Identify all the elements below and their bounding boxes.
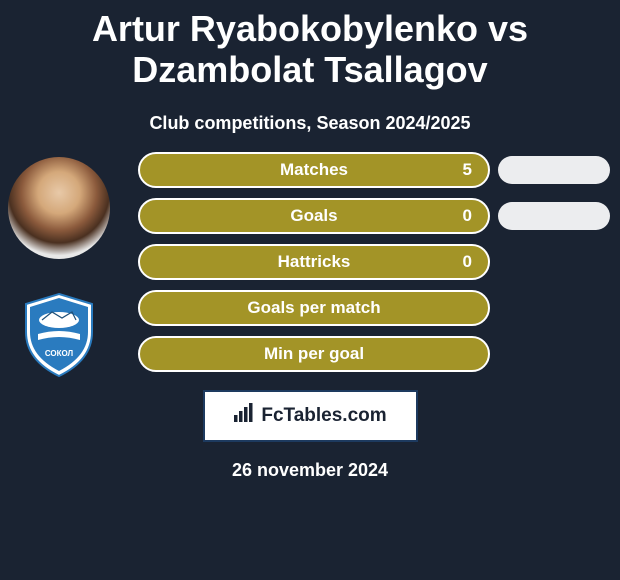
stats-area: СОКОЛ Matches 5 Goals 0 Hattricks 0 Goals per … (0, 152, 620, 372)
stat-label: Hattricks (278, 252, 351, 272)
stat-row: Hattricks 0 (10, 244, 610, 280)
stat-value: 0 (463, 252, 472, 272)
stat-value: 0 (463, 206, 472, 226)
stat-label: Goals (290, 206, 337, 226)
date-text: 26 november 2024 (0, 460, 620, 481)
footer-logo: FcTables.com (203, 390, 418, 442)
stat-pill-right (498, 202, 610, 230)
chart-icon (233, 403, 255, 428)
page-title: Artur Ryabokobylenko vs Dzambolat Tsalla… (0, 0, 620, 95)
player-1-avatar (8, 157, 110, 259)
stat-label: Matches (280, 160, 348, 180)
stat-pill-left: Goals per match (138, 290, 490, 326)
svg-text:СОКОЛ: СОКОЛ (45, 349, 74, 358)
subtitle: Club competitions, Season 2024/2025 (0, 113, 620, 134)
stat-pill-left: Goals 0 (138, 198, 490, 234)
stat-pill-left: Hattricks 0 (138, 244, 490, 280)
footer-logo-text: FcTables.com (261, 405, 386, 427)
club-badge: СОКОЛ (14, 290, 104, 380)
stat-pill-left: Matches 5 (138, 152, 490, 188)
stat-pill-right (498, 156, 610, 184)
stat-pill-left: Min per goal (138, 336, 490, 372)
stat-label: Goals per match (247, 298, 380, 318)
stat-value: 5 (463, 160, 472, 180)
stat-label: Min per goal (264, 344, 364, 364)
